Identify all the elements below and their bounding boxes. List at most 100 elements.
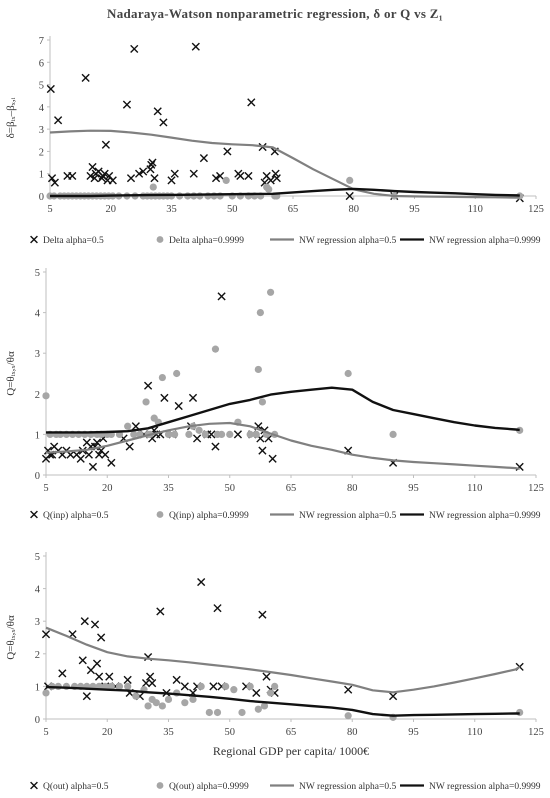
cross-stroke — [244, 171, 253, 181]
data-point-cross — [80, 617, 89, 626]
legend-entry-3: NW regression alpha=0.5 — [270, 782, 397, 792]
data-point-dot — [217, 430, 226, 438]
data-point-cross — [172, 675, 181, 684]
data-point-dot — [164, 695, 173, 704]
chart-panel-2: 0 1 2 3 4 5 5 20 35 50 65 80 95 110 125 Q=θᵢₓ,ₓ/θα Q(inp… — [5, 268, 544, 521]
y-tick-label: 2 — [35, 650, 40, 661]
cross-stroke — [143, 381, 153, 390]
cross-stroke — [90, 620, 100, 629]
cross-stroke — [76, 454, 85, 463]
cross-stroke — [233, 430, 243, 439]
cross-stroke — [123, 675, 132, 684]
y-tick-label: 5 — [35, 552, 40, 563]
y-axis-label: δ=βᵢₓ–βₓ,ᵢ — [5, 97, 17, 138]
cross-stroke — [213, 604, 222, 613]
data-point-cross — [207, 430, 216, 439]
x-tick-label: 20 — [102, 727, 113, 738]
data-point-cross — [97, 633, 106, 642]
legend-entry-1: Q(inp) alpha=0.5 — [30, 510, 109, 521]
x-tick-label: 65 — [286, 727, 297, 738]
cross-stroke — [167, 176, 176, 185]
data-point-cross — [148, 158, 157, 167]
cross-stroke — [188, 393, 198, 402]
data-point-cross — [94, 672, 104, 681]
legend-entry-1: Delta alpha=0.5 — [30, 235, 104, 246]
data-point-cross — [247, 98, 256, 107]
cross-stroke — [105, 672, 114, 681]
cross-stroke — [148, 158, 157, 167]
data-point-cross — [188, 393, 198, 402]
data-point-dot — [152, 699, 160, 707]
data-point-dot — [42, 689, 50, 697]
nw-regression-line — [45, 421, 520, 470]
x-tick-label: 110 — [468, 204, 483, 215]
legend-label: NW regression alpha=0.5 — [299, 511, 397, 521]
legend-entry-2: Delta alpha=0.9999 — [156, 236, 244, 246]
x-tick-label: 95 — [408, 483, 419, 494]
data-point-cross — [268, 454, 277, 463]
legend-entry-4: NW regression alpha=0.9999 — [400, 511, 541, 521]
cross-stroke — [148, 679, 157, 688]
cross-stroke — [94, 450, 104, 459]
cross-stroke — [174, 401, 183, 411]
data-point-cross — [82, 692, 91, 701]
legend-label: Q(inp) alpha=0.9999 — [169, 510, 249, 521]
data-point-dot — [189, 695, 197, 704]
data-point-dot — [142, 398, 150, 406]
nw-regression-line — [46, 386, 520, 434]
cross-stroke — [82, 692, 91, 701]
x-tick-label: 80 — [347, 727, 358, 738]
cross-stroke — [141, 679, 151, 688]
cross-stroke — [139, 167, 148, 176]
data-point-cross — [159, 118, 168, 127]
data-point-cross — [122, 100, 132, 109]
data-point-cross — [233, 430, 243, 439]
data-point-cross — [143, 381, 153, 390]
cross-stroke — [46, 84, 55, 94]
legend-cross-marker — [30, 781, 38, 790]
cross-stroke — [258, 446, 267, 455]
data-point-cross — [81, 73, 90, 82]
data-point-dot — [226, 430, 234, 438]
data-point-cross — [156, 607, 165, 616]
data-point-dot — [124, 422, 132, 430]
data-point-cross — [47, 174, 57, 183]
y-tick-label: 4 — [35, 309, 41, 320]
data-point-cross — [101, 450, 110, 459]
x-tick-label: 5 — [43, 727, 48, 738]
data-point-cross — [108, 176, 117, 185]
data-point-cross — [191, 42, 200, 51]
cross-stroke — [345, 191, 354, 201]
x-tick-label: 50 — [225, 727, 236, 738]
data-point-dot — [115, 682, 124, 691]
data-point-dot — [181, 699, 189, 707]
legend-label: Q(inp) alpha=0.5 — [43, 510, 109, 521]
y-tick-label: 4 — [39, 103, 45, 114]
cross-stroke — [88, 162, 97, 172]
data-point-cross — [192, 434, 202, 443]
data-point-cross — [92, 659, 102, 668]
data-point-cross — [86, 666, 96, 675]
cross-stroke — [388, 692, 398, 701]
legend-dot-marker — [156, 236, 164, 243]
x-tick-label: 20 — [102, 483, 113, 494]
data-point-cross — [84, 450, 93, 459]
cross-stroke — [189, 169, 198, 178]
data-point-cross — [344, 685, 353, 694]
y-tick-label: 1 — [39, 170, 44, 181]
data-point-cross — [105, 672, 114, 681]
x-tick-label: 35 — [163, 483, 174, 494]
y-tick-label: 3 — [35, 617, 40, 628]
data-point-dot — [346, 176, 354, 184]
y-tick-label: 5 — [39, 81, 44, 92]
legend-label: NW regression alpha=0.9999 — [429, 236, 541, 246]
legend-dot-marker — [156, 511, 164, 518]
legend-label: Delta alpha=0.9999 — [169, 236, 244, 246]
x-tick-label: 50 — [227, 204, 238, 215]
data-point-cross — [209, 682, 218, 691]
cross-stroke — [126, 174, 136, 183]
data-point-dot — [164, 430, 173, 438]
cross-stroke — [344, 685, 353, 694]
y-tick-label: 0 — [35, 471, 40, 482]
